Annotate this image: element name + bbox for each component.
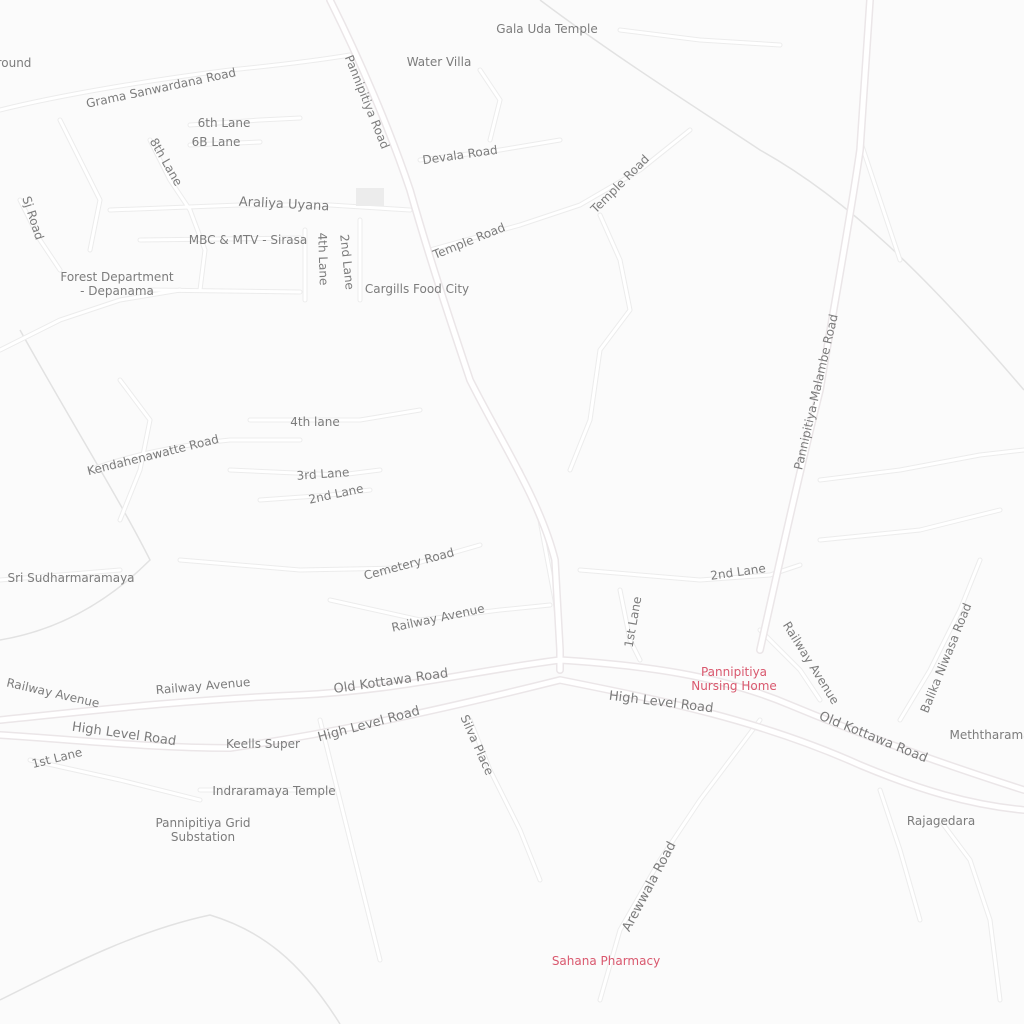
map-label-meththarama[interactable]: Meththarama xyxy=(949,728,1024,742)
map-label-pannipitiya-grid-substation[interactable]: Pannipitiya Grid Substation xyxy=(155,816,251,844)
map-label-4th-lane-mid: 4th lane xyxy=(290,415,340,429)
map-label-4th-lane-top: 4th Lane xyxy=(315,232,331,286)
map-label-sahana-pharmacy[interactable]: Sahana Pharmacy xyxy=(551,954,661,968)
map-label-gala-uda-temple[interactable]: Gala Uda Temple xyxy=(496,22,598,36)
map-label-water-villa[interactable]: Water Villa xyxy=(406,55,472,69)
map-label-rajagedara[interactable]: Rajagedara xyxy=(906,814,976,828)
map-label-mbc-mtv-sirasa[interactable]: MBC & MTV - Sirasa xyxy=(188,233,308,247)
map-label-ground: round xyxy=(0,56,32,70)
map-label-keells-super[interactable]: Keells Super xyxy=(226,737,300,751)
map-label-sri-sudharmaramaya[interactable]: Sri Sudharmaramaya xyxy=(7,571,135,585)
map-label-indraramaya-temple[interactable]: Indraramaya Temple xyxy=(212,784,336,798)
map-label-6th-lane: 6th Lane xyxy=(197,116,251,130)
map-label-cargills-food-city[interactable]: Cargills Food City xyxy=(364,282,470,296)
map-label-pannipitiya-nursing-home[interactable]: Pannipitiya Nursing Home xyxy=(691,665,777,693)
map-label-6b-lane: 6B Lane xyxy=(191,135,241,149)
map-label-forest-department[interactable]: Forest Department - Depanama xyxy=(60,270,174,298)
